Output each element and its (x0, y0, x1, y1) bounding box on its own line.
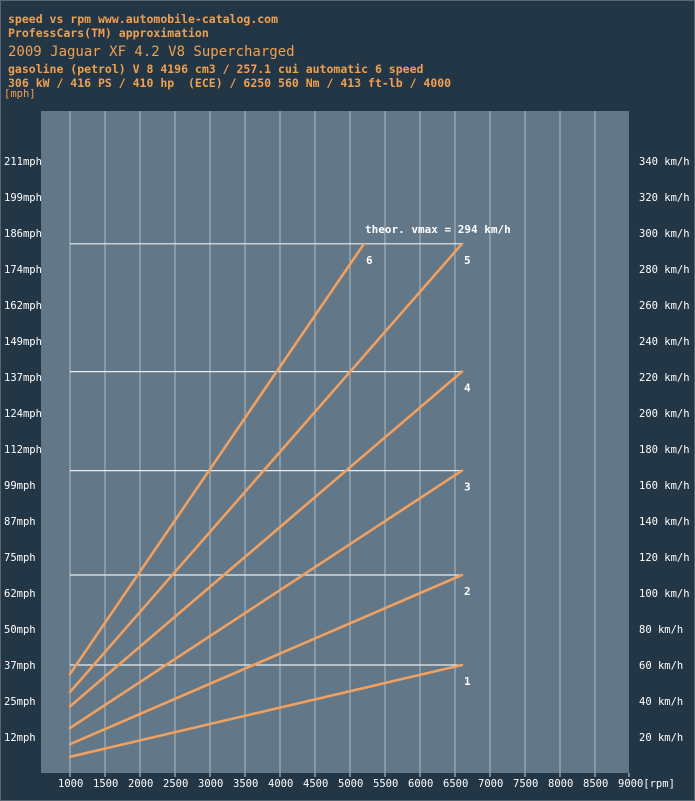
x-tick-label: 3500 (233, 778, 258, 790)
y-right-tick-label: 280 km/h (639, 264, 690, 276)
y-left-tick-label: 124mph (4, 408, 42, 420)
car-name: 2009 Jaguar XF 4.2 V8 Supercharged (8, 44, 295, 60)
vmax-annotation: theor. vmax = 294 km/h (365, 223, 511, 236)
gear-2-label: 2 (464, 585, 471, 598)
gear-2-line (68, 573, 464, 746)
y-left-tick-label: 37mph (4, 660, 36, 672)
gear-5-line (68, 242, 464, 694)
y-left-tick-label: 112mph (4, 444, 42, 456)
y-left-tick-label: 174mph (4, 264, 42, 276)
x-tick-label: 2000 (128, 778, 153, 790)
y-right-tick-label: 260 km/h (639, 300, 690, 312)
y-left-tick-label: 162mph (4, 300, 42, 312)
y-right-tick-label: 240 km/h (639, 336, 690, 348)
y-left-tick-label: 137mph (4, 372, 42, 384)
y-left-tick-label: 12mph (4, 732, 36, 744)
x-tick-label: 3000 (198, 778, 223, 790)
x-tick-label: 8500 (583, 778, 608, 790)
gear-3-label: 3 (464, 481, 471, 494)
y-left-tick-label: 149mph (4, 336, 42, 348)
y-right-tick-label: 60 km/h (639, 660, 683, 672)
plot-area (41, 111, 629, 773)
x-tick-label: 4000 (268, 778, 293, 790)
x-tick-label: 1500 (93, 778, 118, 790)
y-left-tick-label: 62mph (4, 588, 36, 600)
y-right-tick-label: 300 km/h (639, 228, 690, 240)
header-title: speed vs rpm www.automobile-catalog.com (8, 12, 279, 26)
y-right-tick-label: 80 km/h (639, 624, 683, 636)
y-right-tick-label: 200 km/h (639, 408, 690, 420)
y-left-tick-label: 87mph (4, 516, 36, 528)
x-tick-label: 5000 (338, 778, 363, 790)
y-right-tick-label: 40 km/h (639, 696, 683, 708)
gear-1-line (68, 663, 464, 759)
x-tick-label: 4500 (303, 778, 328, 790)
x-tick-label: 8000 (548, 778, 573, 790)
y-right-tick-label: 340 km/h (639, 156, 690, 168)
y-axis-label: [mph] (4, 88, 36, 100)
x-tick-label: 6500 (443, 778, 468, 790)
y-left-tick-label: 75mph (4, 552, 36, 564)
y-right-tick-label: 320 km/h (639, 192, 690, 204)
y-left-tick-label: 199mph (4, 192, 42, 204)
y-right-tick-label: 180 km/h (639, 444, 690, 456)
y-right-tick-label: 160 km/h (639, 480, 690, 492)
power-spec: 306 kW / 416 PS / 410 hp (ECE) / 6250 56… (8, 76, 452, 90)
x-tick-label: 7000 (478, 778, 503, 790)
gear-3-line (68, 469, 464, 730)
gear-4-label: 4 (464, 382, 471, 395)
y-right-tick-label: 140 km/h (639, 516, 690, 528)
x-tick-label: 2500 (163, 778, 188, 790)
y-left-tick-label: 25mph (4, 696, 36, 708)
gear-6-line (68, 242, 366, 676)
header-subtitle: ProfessCars(TM) approximation (8, 26, 209, 40)
gear-4-line (68, 370, 464, 708)
y-right-tick-label: 220 km/h (639, 372, 690, 384)
gear-1-label: 1 (464, 675, 471, 688)
y-left-tick-label: 211mph (4, 156, 42, 168)
y-left-tick-label: 186mph (4, 228, 42, 240)
x-tick-label: 9000[rpm] (618, 778, 675, 790)
gear-5-label: 5 (464, 254, 471, 267)
engine-spec: gasoline (petrol) V 8 4196 cm3 / 257.1 c… (8, 62, 424, 76)
gear-6-label: 6 (366, 254, 373, 267)
y-right-tick-label: 120 km/h (639, 552, 690, 564)
x-tick-label: 5500 (373, 778, 398, 790)
y-left-tick-label: 99mph (4, 480, 36, 492)
x-tick-label: 6000 (408, 778, 433, 790)
y-right-tick-label: 100 km/h (639, 588, 690, 600)
y-left-tick-label: 50mph (4, 624, 36, 636)
x-tick-label: 1000 (58, 778, 83, 790)
y-right-tick-label: 20 km/h (639, 732, 683, 744)
x-tick-label: 7500 (513, 778, 538, 790)
